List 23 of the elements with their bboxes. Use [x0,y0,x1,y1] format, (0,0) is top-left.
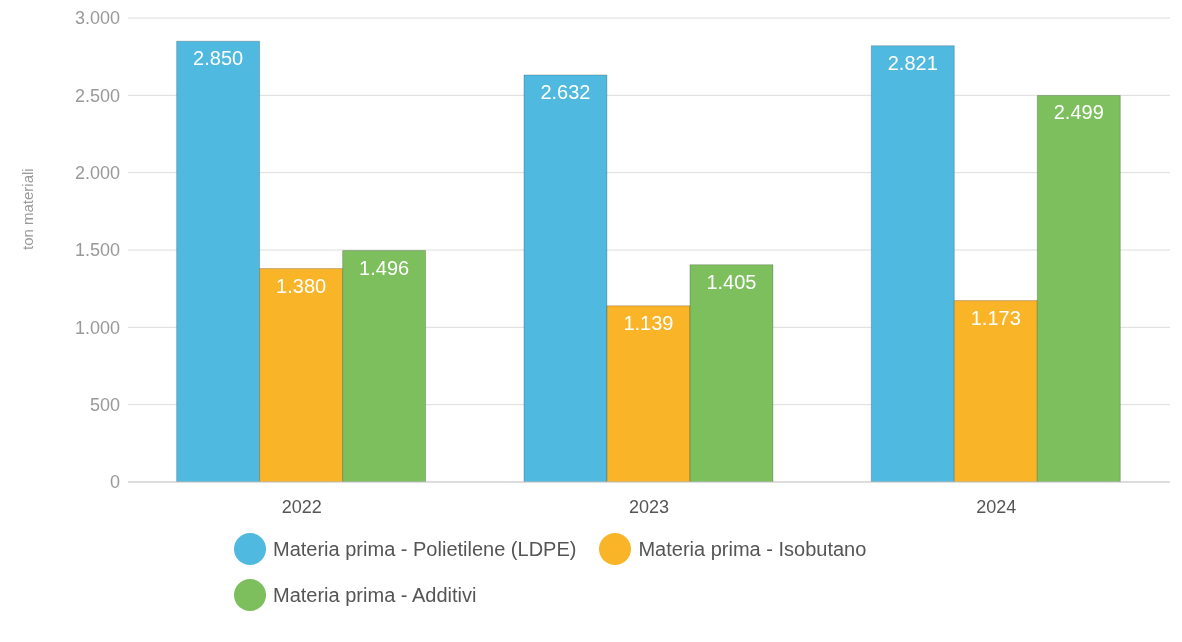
data-label: 1.405 [706,270,757,293]
y-tick-label: 1.500 [74,240,120,261]
data-label: 2.632 [540,80,591,103]
y-tick-label: 500 [89,395,120,416]
y-tick-label: 2.500 [74,85,120,106]
x-tick-label: 2022 [281,496,322,517]
data-label: 1.496 [359,256,410,279]
y-tick-label: 0 [109,472,120,493]
y-tick-label: 1.000 [74,317,120,338]
legend-label: Materia prima - Isobutano [638,537,867,561]
legend-label: Materia prima - Additivi [273,583,477,607]
data-label: 1.139 [623,311,674,334]
y-tick-label: 3.000 [74,8,120,29]
data-label: 2.499 [1053,101,1104,124]
x-tick-label: 2023 [628,496,670,517]
legend-label: Materia prima - Polietilene (LDPE) [273,537,577,561]
y-tick-label: 2.000 [74,163,120,184]
data-label: 1.380 [276,274,327,297]
data-label: 1.173 [970,306,1021,329]
data-label: 2.821 [887,51,938,74]
y-axis-title: ton materiali [19,168,37,250]
x-tick-label: 2024 [976,496,1017,517]
data-label: 2.850 [193,47,244,70]
